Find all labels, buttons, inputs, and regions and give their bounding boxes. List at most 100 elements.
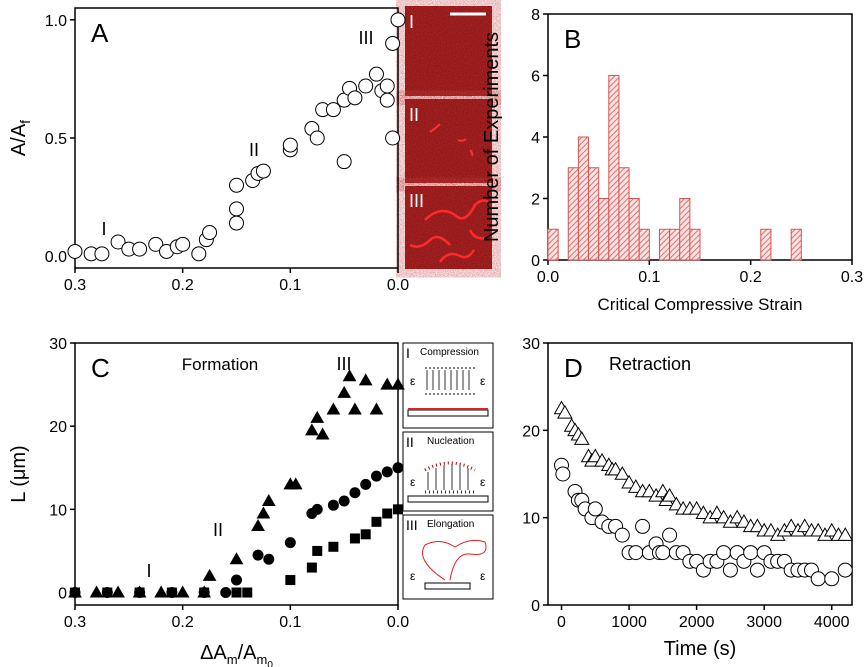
annotation: I (146, 561, 151, 581)
marker-circle (231, 574, 242, 586)
panel-label: C (91, 353, 110, 383)
y-tick-label: 0.5 (45, 131, 67, 148)
marker-circle (381, 466, 393, 478)
x-tick-label: 0.2 (740, 269, 762, 286)
marker-circle (368, 66, 384, 82)
y-axis-label-text: L (μm) (8, 445, 30, 502)
y-tick-label: 0.0 (45, 249, 67, 266)
marker-square (382, 508, 393, 519)
marker-triangle (261, 494, 276, 507)
annotation: II (213, 520, 223, 540)
marker-square (242, 587, 253, 598)
y-tick-label: 0 (531, 253, 540, 270)
marker-circle (837, 562, 853, 578)
marker-triangle (614, 465, 631, 480)
x-axis-label: ΔAm/Am0 (200, 642, 273, 667)
y-tick-label: 10 (49, 502, 67, 519)
bar (608, 75, 620, 261)
marker-triangle (837, 527, 854, 541)
marker-triangle (111, 585, 125, 598)
y-tick-label: 6 (531, 69, 540, 86)
marker-circle (263, 553, 275, 565)
marker-circle (229, 177, 244, 193)
marker-triangle (89, 585, 104, 598)
bar (588, 167, 600, 261)
marker-circle (336, 154, 352, 170)
bar (567, 167, 579, 261)
marker-circle (327, 499, 339, 511)
schematic-title: Compression (420, 347, 479, 358)
marker-triangle (175, 585, 190, 598)
y-axis-label-sub: f (17, 120, 33, 124)
marker-square (393, 504, 403, 515)
marker-square (360, 529, 371, 540)
marker-circle (390, 12, 406, 28)
marker-triangle (573, 431, 590, 445)
y-tick-label: 0 (58, 586, 67, 603)
marker-circle (175, 236, 191, 252)
y-tick-label: 20 (522, 423, 540, 440)
marker-circle (379, 78, 395, 94)
marker-square (349, 533, 360, 544)
membrane (424, 461, 476, 494)
marker-circle (191, 246, 207, 262)
schematic-title: Nucleation (427, 436, 474, 447)
marker-triangle (251, 518, 265, 531)
schematics: I Compression ε ε II Nucleation ε ε III … (402, 342, 494, 600)
x-tick-label: 4000 (814, 614, 850, 631)
tubule (409, 199, 491, 263)
micrograph-label: II (409, 105, 419, 125)
panel-label: D (564, 353, 583, 383)
x-axis-label: Critical Compressive Strain (598, 295, 803, 314)
lipids (427, 464, 469, 490)
strain-symbol: ε (480, 475, 486, 489)
strain-symbol: ε (480, 374, 486, 388)
annotation: II (249, 140, 259, 160)
bar (628, 198, 640, 261)
strain-symbol: ε (410, 569, 416, 583)
plot-frame (74, 342, 399, 606)
marker-circle (309, 130, 325, 146)
marker-triangle (310, 410, 325, 423)
marker-circle (284, 537, 296, 549)
y-tick-label: 30 (49, 336, 67, 353)
x-tick-label: 0.3 (841, 269, 863, 286)
strain-symbol: ε (410, 374, 416, 388)
marker-circle (282, 137, 298, 153)
x-tick-label: 0.2 (172, 614, 194, 631)
y-axis-label-text: A/A (8, 123, 30, 156)
bar (669, 228, 681, 261)
marker-circle (635, 518, 651, 534)
x-tick-label: 0.0 (387, 277, 409, 294)
marker-circle (716, 545, 732, 561)
y-tick-label: 1.0 (45, 13, 67, 30)
marker-triangle (380, 377, 395, 390)
marker-square (231, 587, 242, 598)
schematic-label: I (406, 345, 410, 361)
x-tick-label: 1000 (611, 614, 647, 631)
micrographs: I II III (405, 6, 492, 269)
marker-circle (252, 549, 264, 561)
marker-triangle (342, 369, 357, 382)
marker-circle (360, 478, 372, 490)
marker-circle (229, 201, 244, 217)
marker-circle (379, 92, 395, 108)
x-tick-label: 0 (557, 614, 566, 631)
micrograph-noise (405, 6, 492, 96)
bar (577, 136, 590, 261)
marker-circle (94, 246, 110, 262)
marker-circle (347, 90, 363, 106)
x-axis-label-part: m (227, 652, 238, 667)
marker-circle (132, 241, 148, 257)
x-axis-label-part: ΔA (200, 642, 227, 664)
y-axis-label: Number of Experiments (481, 32, 503, 242)
marker-circle (555, 466, 571, 482)
marker-square (328, 541, 339, 552)
marker-square (285, 575, 296, 586)
y-tick-label: 10 (522, 511, 540, 528)
x-axis-label-part: 0 (267, 660, 273, 667)
substrate (424, 582, 471, 590)
panel-label: B (564, 24, 581, 54)
y-axis-label: A/Af (8, 120, 33, 156)
marker-circle (358, 78, 374, 94)
